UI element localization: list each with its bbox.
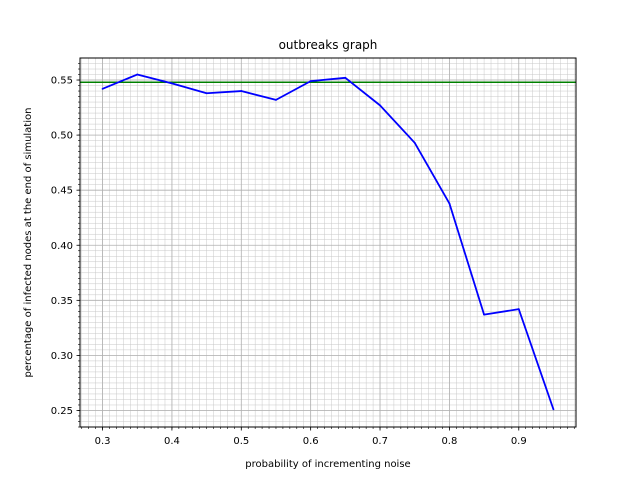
y-axis-ticks: 0.25 0.30 0.35 0.40 0.45 0.50 0.55 [51, 63, 80, 428]
y-tick-label: 0.50 [51, 131, 73, 142]
x-tick-label: 0.9 [511, 436, 527, 447]
plot-frame [79, 57, 577, 428]
data-point [448, 202, 451, 205]
chart-title: outbreaks graph [279, 38, 378, 52]
y-tick-label: 0.30 [51, 351, 73, 362]
major-grid [80, 58, 576, 427]
x-tick-label: 0.7 [372, 436, 388, 447]
data-point [101, 87, 104, 90]
data-point [517, 308, 520, 311]
data-point [413, 141, 416, 144]
data-point [171, 82, 173, 85]
x-tick-label: 0.8 [441, 436, 457, 447]
x-axis-label: probability of incrementing noise [245, 459, 410, 470]
series-lines [101, 73, 555, 411]
x-tick-label: 0.3 [95, 436, 111, 447]
plot-area [80, 58, 576, 427]
y-tick-label: 0.40 [51, 241, 73, 252]
data-point [205, 92, 208, 95]
data-point [136, 73, 139, 76]
x-tick-label: 0.5 [233, 436, 249, 447]
x-tick-label: 0.4 [164, 436, 180, 447]
minor-grid [80, 58, 576, 428]
data-point [240, 90, 243, 92]
y-tick-label: 0.35 [51, 296, 73, 307]
y-axis-label: percentage of infected nodes at the end … [23, 108, 34, 378]
data-point [309, 80, 312, 83]
data-point [344, 76, 347, 79]
y-tick-label: 0.25 [51, 406, 73, 417]
y-tick-label: 0.45 [51, 186, 73, 197]
y-tick-label: 0.55 [51, 76, 73, 87]
data-point [275, 98, 277, 101]
data-point [552, 408, 555, 411]
data-point [379, 104, 381, 107]
data-point [483, 313, 485, 316]
series-line [102, 73, 555, 410]
x-tick-label: 0.6 [303, 436, 319, 447]
x-axis-ticks: 0.3 0.4 0.5 0.6 0.7 0.8 0.9 [81, 427, 575, 447]
